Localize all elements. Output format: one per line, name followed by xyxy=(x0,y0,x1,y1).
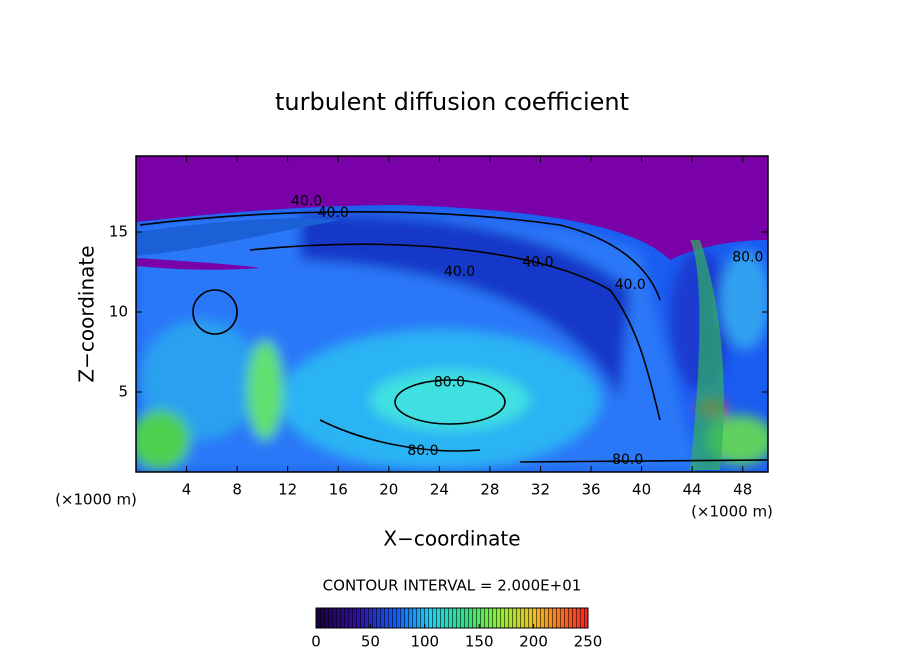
x-tick-label: 48 xyxy=(733,481,752,499)
x-tick-label: 4 xyxy=(182,481,192,499)
contour-label: 80.0 xyxy=(612,452,643,468)
colorbar-frame xyxy=(315,607,589,629)
contour-label: 40.0 xyxy=(615,277,646,293)
contour-label: 40.0 xyxy=(522,254,553,270)
field xyxy=(136,156,768,472)
x-tick-label: 8 xyxy=(232,481,242,499)
colorbar-tick-label: 50 xyxy=(361,633,380,651)
y-axis-label: Z−coordinate xyxy=(75,245,99,382)
colorbar-tick-label: 0 xyxy=(311,633,321,651)
x-unit: (×1000 m) xyxy=(691,503,773,521)
y-tick-label: 5 xyxy=(118,383,128,401)
x-tick-label: 20 xyxy=(379,481,398,499)
contour-label: 80.0 xyxy=(732,250,763,266)
colorbar-tick-label: 250 xyxy=(574,633,603,651)
colorbar-tick-label: 100 xyxy=(410,633,439,651)
y-tick-label: 10 xyxy=(109,303,128,321)
contour-label: 80.0 xyxy=(434,374,465,390)
contour-label: 80.0 xyxy=(407,443,438,459)
x-tick-label: 12 xyxy=(278,481,297,499)
x-tick-label: 16 xyxy=(329,481,348,499)
y-tick-label: 15 xyxy=(109,223,128,241)
x-axis-label: X−coordinate xyxy=(383,527,520,551)
x-tick-label: 40 xyxy=(632,481,651,499)
x-unit: (×1000 m) xyxy=(55,491,137,509)
x-tick-label: 24 xyxy=(430,481,449,499)
chart-title: turbulent diffusion coefficient xyxy=(275,88,629,116)
contour-label: 40.0 xyxy=(318,205,349,221)
x-tick-label: 44 xyxy=(683,481,702,499)
contour-label: 40.0 xyxy=(291,194,322,210)
contour-interval: CONTOUR INTERVAL = 2.000E+01 xyxy=(323,577,582,595)
colorbar-tick-label: 200 xyxy=(519,633,548,651)
colorbar-tick-label: 150 xyxy=(465,633,494,651)
x-tick-label: 36 xyxy=(581,481,600,499)
contour-label: 40.0 xyxy=(444,264,475,280)
x-tick-label: 28 xyxy=(480,481,499,499)
x-tick-label: 32 xyxy=(531,481,550,499)
plot-frame xyxy=(135,155,769,473)
